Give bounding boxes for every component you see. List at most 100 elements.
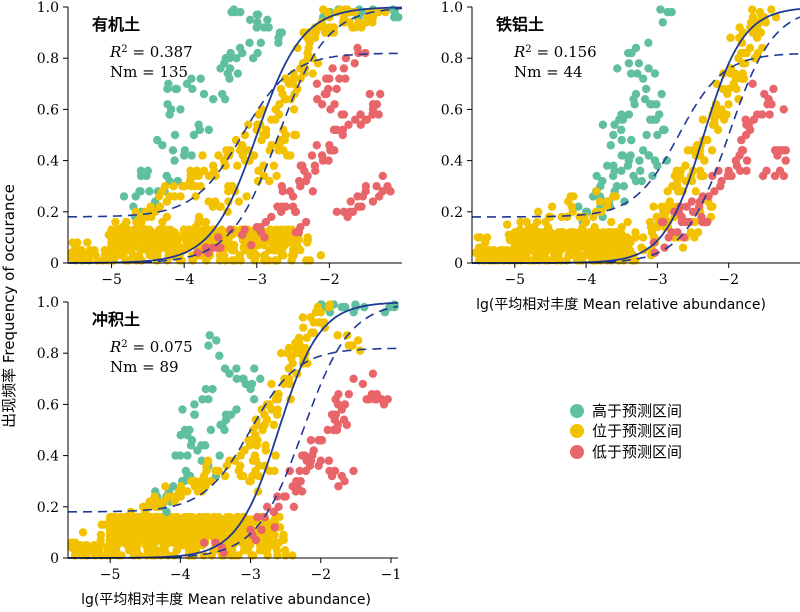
point [272,410,282,419]
point [248,425,258,435]
point [724,166,733,176]
point [252,222,261,232]
point [297,451,307,460]
point [682,202,691,211]
point [339,415,349,424]
point [372,182,381,191]
point [642,130,651,140]
point [303,359,312,368]
point [274,33,283,42]
point [589,212,598,222]
point [678,243,688,252]
point [300,166,309,176]
point [187,74,196,83]
point [374,110,383,119]
point [256,374,265,383]
point [286,151,295,160]
point [238,230,247,240]
point [187,151,196,160]
point [206,477,216,486]
ci-upper-curve [68,52,402,218]
point [690,146,700,155]
point [78,528,88,537]
point [620,197,629,206]
point [178,405,187,414]
point [637,243,646,252]
point [190,400,199,409]
point [617,151,626,160]
point [631,233,640,242]
point [334,482,343,491]
x-tick-label: −4 [170,567,191,583]
point [627,135,636,145]
point [690,217,700,227]
point [376,89,385,99]
point [341,54,351,63]
point [646,115,655,124]
x-tick-label: −2 [310,567,331,583]
point [235,43,245,53]
point [635,156,644,165]
point [619,182,629,191]
point [253,512,262,522]
point [757,110,767,119]
point [303,28,313,37]
point-within-dense [568,228,577,237]
point [310,161,320,170]
point [265,176,274,186]
point [224,187,233,196]
point [332,207,341,216]
point [204,395,213,404]
point [658,18,667,27]
point [687,197,697,206]
x-tick-label: −3 [240,567,261,583]
point [634,59,644,68]
point [699,171,708,181]
point [209,94,218,104]
point [346,197,355,206]
point [638,74,648,83]
point [704,192,713,201]
point [630,100,639,109]
point [339,207,349,216]
point [272,171,281,181]
point [631,176,641,186]
point-within-dense [235,251,244,260]
point [724,100,733,109]
point-within-dense [280,546,290,555]
point [647,228,657,237]
point [196,74,205,83]
point [657,89,666,99]
point [308,69,317,78]
point [230,7,240,17]
point [578,222,587,232]
point [198,395,207,404]
point [194,171,203,181]
point [295,466,304,476]
point [247,240,256,250]
x-tick-label: −5 [100,567,121,583]
point [165,110,174,119]
point [574,202,583,211]
legend-label-within: 位于预测区间 [592,422,682,440]
point [703,217,712,227]
point [707,146,717,155]
point [232,405,241,414]
point [216,202,225,211]
y-tick-label: 0 [50,551,59,567]
point-within-dense [90,246,99,255]
point [474,243,484,252]
point [130,523,140,532]
point [225,369,234,378]
point [745,43,755,53]
point [644,38,653,48]
point [109,512,119,522]
point [250,364,259,373]
point [288,202,298,211]
point [779,105,788,114]
point [179,151,189,160]
point [688,207,698,216]
point [649,202,658,211]
point [349,466,358,476]
point [361,18,371,27]
